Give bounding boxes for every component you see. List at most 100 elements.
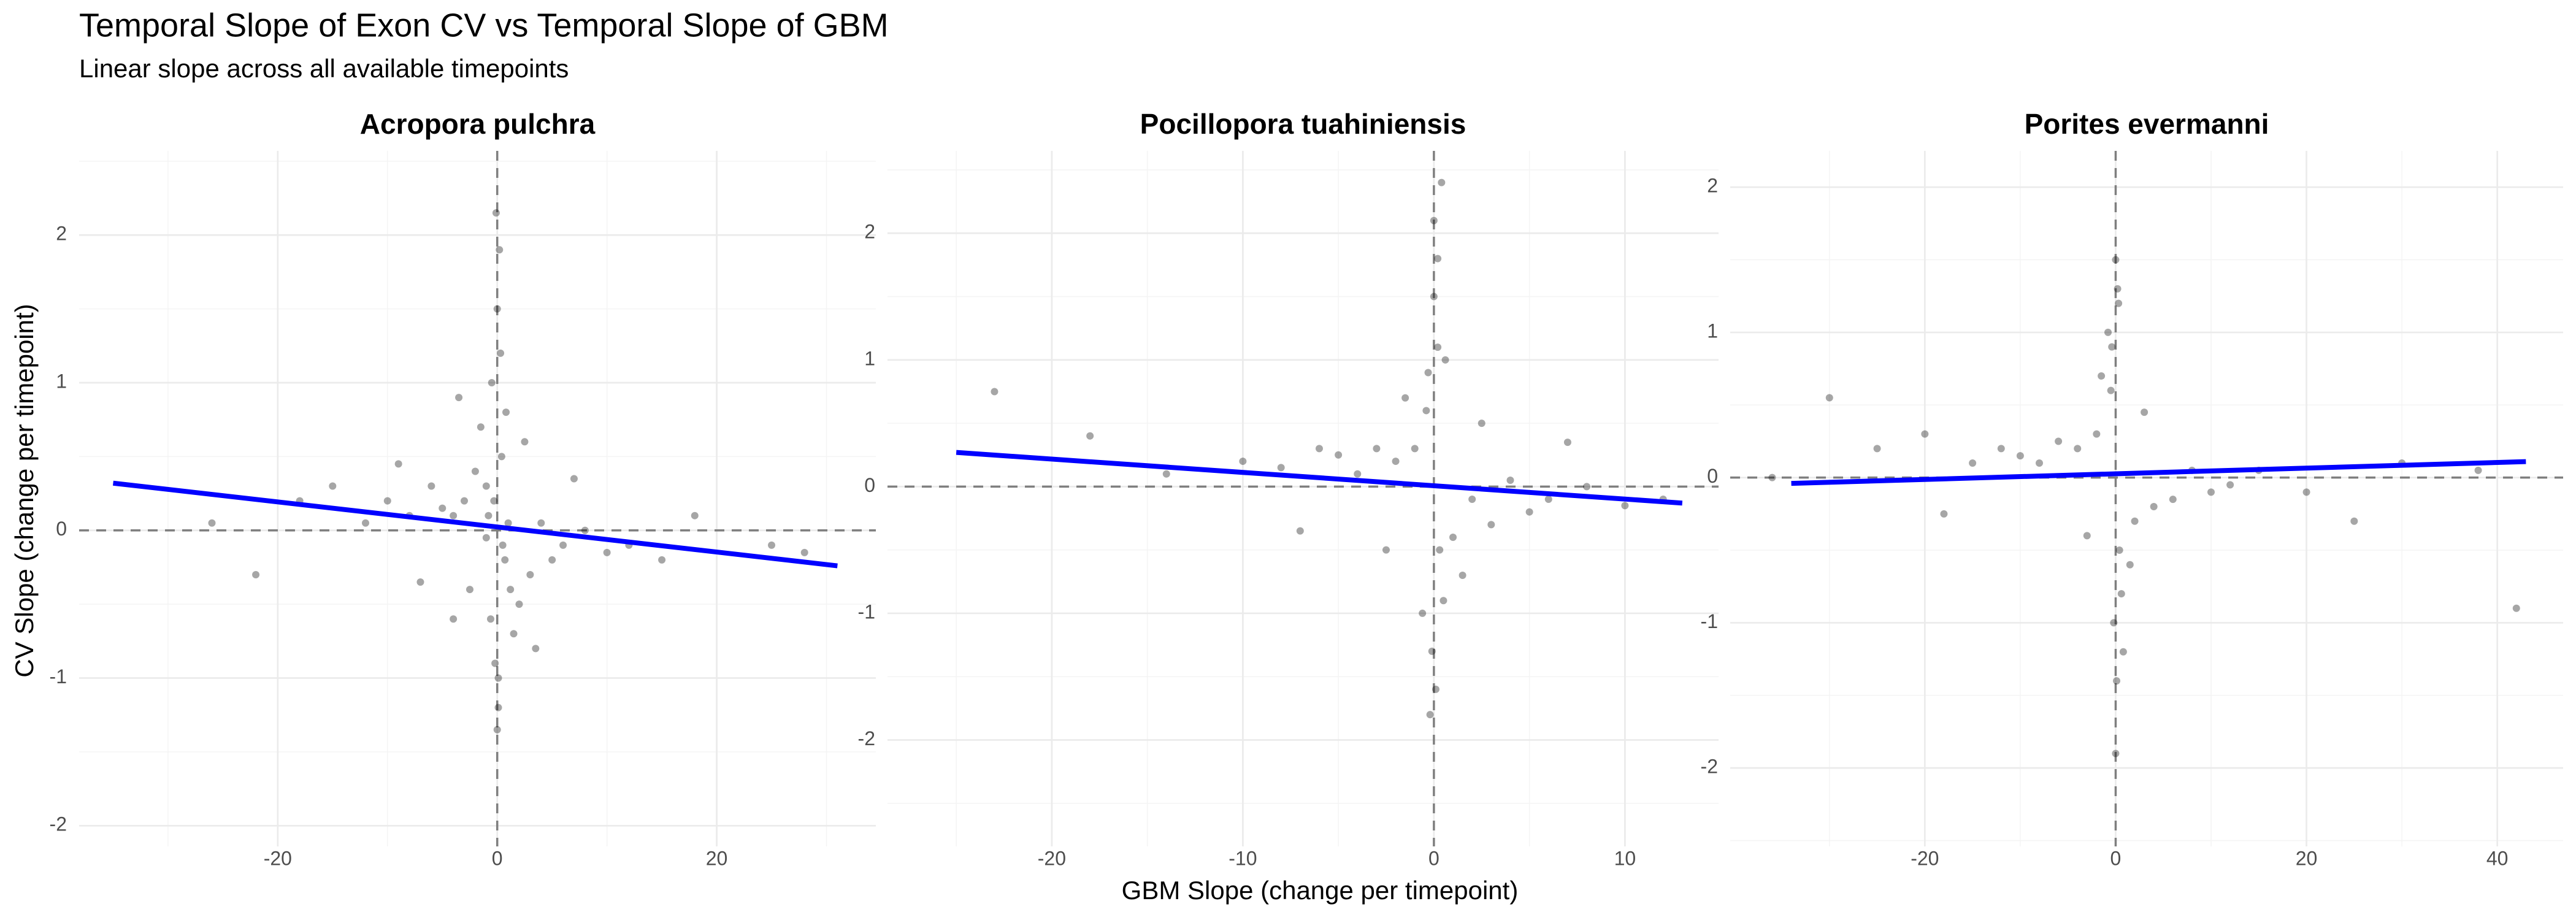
x-tick-label: -20 bbox=[264, 847, 292, 869]
y-tick-label: 1 bbox=[56, 370, 67, 392]
point bbox=[329, 482, 337, 490]
point bbox=[1424, 369, 1432, 377]
point bbox=[2226, 481, 2234, 489]
point bbox=[2150, 503, 2158, 511]
y-tick-label: 0 bbox=[1707, 465, 1718, 487]
point bbox=[394, 460, 402, 468]
point bbox=[461, 497, 469, 505]
point bbox=[658, 556, 666, 564]
point bbox=[2112, 256, 2120, 264]
point bbox=[581, 526, 589, 534]
point bbox=[537, 519, 545, 527]
point bbox=[2131, 517, 2139, 525]
point bbox=[2074, 445, 2082, 453]
panel: Porites evermanni -20 0 20 40 -2 -1 0 1 2 bbox=[1701, 108, 2563, 869]
point bbox=[1873, 445, 1881, 453]
x-tick-label: 20 bbox=[2296, 847, 2318, 869]
y-tick-label: -2 bbox=[1701, 756, 1718, 778]
point bbox=[490, 497, 498, 505]
point bbox=[507, 586, 515, 594]
point bbox=[1434, 343, 1442, 351]
point bbox=[2207, 488, 2215, 496]
point bbox=[2110, 619, 2118, 627]
x-tick-label: 40 bbox=[2486, 847, 2509, 869]
point bbox=[1583, 483, 1591, 491]
point bbox=[570, 475, 578, 483]
point bbox=[1373, 445, 1381, 453]
point bbox=[1468, 496, 1476, 504]
point bbox=[1432, 685, 1439, 693]
x-tick-label: 0 bbox=[1428, 847, 1439, 869]
panel-title: Porites evermanni bbox=[2025, 108, 2269, 140]
point bbox=[1544, 496, 1552, 504]
point bbox=[1419, 609, 1427, 617]
point bbox=[1525, 508, 1533, 516]
point bbox=[486, 615, 494, 623]
point bbox=[2117, 590, 2125, 598]
y-axis-label: CV Slope (change per timepoint) bbox=[10, 304, 39, 677]
point bbox=[482, 534, 490, 542]
point bbox=[1434, 255, 1442, 263]
point bbox=[1487, 521, 1495, 529]
panel-title: Acropora pulchra bbox=[360, 108, 596, 140]
fit-line bbox=[113, 480, 838, 569]
point bbox=[493, 305, 501, 313]
point bbox=[2016, 452, 2024, 460]
point bbox=[2115, 299, 2123, 307]
point bbox=[1428, 647, 1436, 655]
x-tick-label: -10 bbox=[1229, 847, 1257, 869]
point bbox=[2119, 648, 2127, 656]
point bbox=[1411, 445, 1419, 453]
point bbox=[1392, 458, 1400, 466]
point bbox=[2141, 408, 2149, 416]
point bbox=[208, 519, 216, 527]
y-tick-label: -2 bbox=[858, 727, 875, 749]
x-tick-label: 0 bbox=[2110, 847, 2122, 869]
point bbox=[492, 209, 500, 217]
y-tick-label: -1 bbox=[50, 665, 67, 688]
point bbox=[559, 541, 567, 549]
point bbox=[2055, 437, 2063, 445]
point bbox=[497, 453, 505, 461]
point bbox=[1768, 473, 1776, 481]
y-tick-label: 0 bbox=[864, 474, 875, 496]
point bbox=[361, 519, 369, 527]
point bbox=[416, 578, 424, 586]
point bbox=[491, 659, 499, 667]
x-axis-label: GBM Slope (change per timepoint) bbox=[1122, 876, 1519, 905]
point bbox=[515, 600, 523, 608]
point bbox=[800, 548, 808, 556]
point bbox=[2083, 532, 2091, 540]
x-tick-label: 0 bbox=[492, 847, 503, 869]
point bbox=[2098, 372, 2106, 380]
y-tick-label: -2 bbox=[50, 813, 67, 835]
point bbox=[439, 504, 447, 512]
y-tick-label: 1 bbox=[864, 347, 875, 369]
point bbox=[488, 379, 496, 386]
point bbox=[1426, 711, 1434, 719]
point bbox=[991, 388, 999, 396]
point bbox=[252, 570, 260, 578]
point bbox=[2512, 604, 2520, 612]
point bbox=[471, 467, 479, 475]
point bbox=[1921, 430, 1929, 438]
y-tick-label: -1 bbox=[1701, 610, 1718, 632]
y-tick-label: 1 bbox=[1707, 320, 1718, 342]
point bbox=[485, 512, 493, 519]
point bbox=[383, 497, 391, 505]
point bbox=[1401, 394, 1409, 402]
fit-line bbox=[956, 450, 1683, 506]
point bbox=[1315, 445, 1323, 453]
point bbox=[768, 541, 776, 549]
point bbox=[494, 703, 502, 711]
point bbox=[2115, 546, 2123, 554]
y-tick-label: 0 bbox=[56, 518, 67, 540]
point bbox=[497, 349, 505, 357]
point bbox=[2107, 386, 2115, 394]
point bbox=[1621, 502, 1629, 510]
point bbox=[1438, 178, 1446, 186]
point bbox=[1439, 597, 1447, 605]
point bbox=[2302, 488, 2310, 496]
point bbox=[1354, 470, 1362, 478]
